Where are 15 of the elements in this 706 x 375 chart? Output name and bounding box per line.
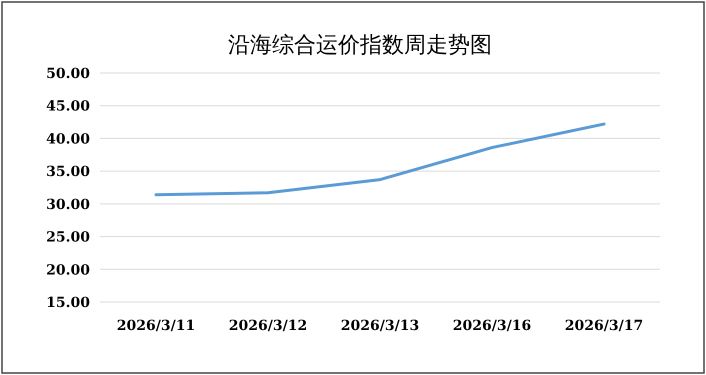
x-tick-label: 2026/3/13 — [340, 318, 420, 334]
y-tick-label: 25.00 — [46, 230, 90, 246]
y-tick-label: 20.00 — [46, 262, 90, 278]
x-tick-label: 2026/3/12 — [228, 318, 308, 334]
x-tick-label: 2026/3/16 — [452, 318, 532, 334]
y-tick-label: 45.00 — [46, 98, 90, 115]
y-tick-label: 15.00 — [46, 295, 90, 311]
x-tick-label: 2026/3/11 — [116, 318, 196, 334]
y-tick-label: 30.00 — [46, 196, 90, 213]
y-tick-label: 40.00 — [46, 131, 90, 148]
chart-title: 沿海综合运价指数周走势图 — [228, 33, 492, 58]
y-tick-label: 50.00 — [46, 66, 90, 82]
y-tick-label: 35.00 — [46, 164, 90, 180]
line-series — [154, 122, 606, 196]
x-tick-label: 2026/3/17 — [564, 318, 644, 334]
